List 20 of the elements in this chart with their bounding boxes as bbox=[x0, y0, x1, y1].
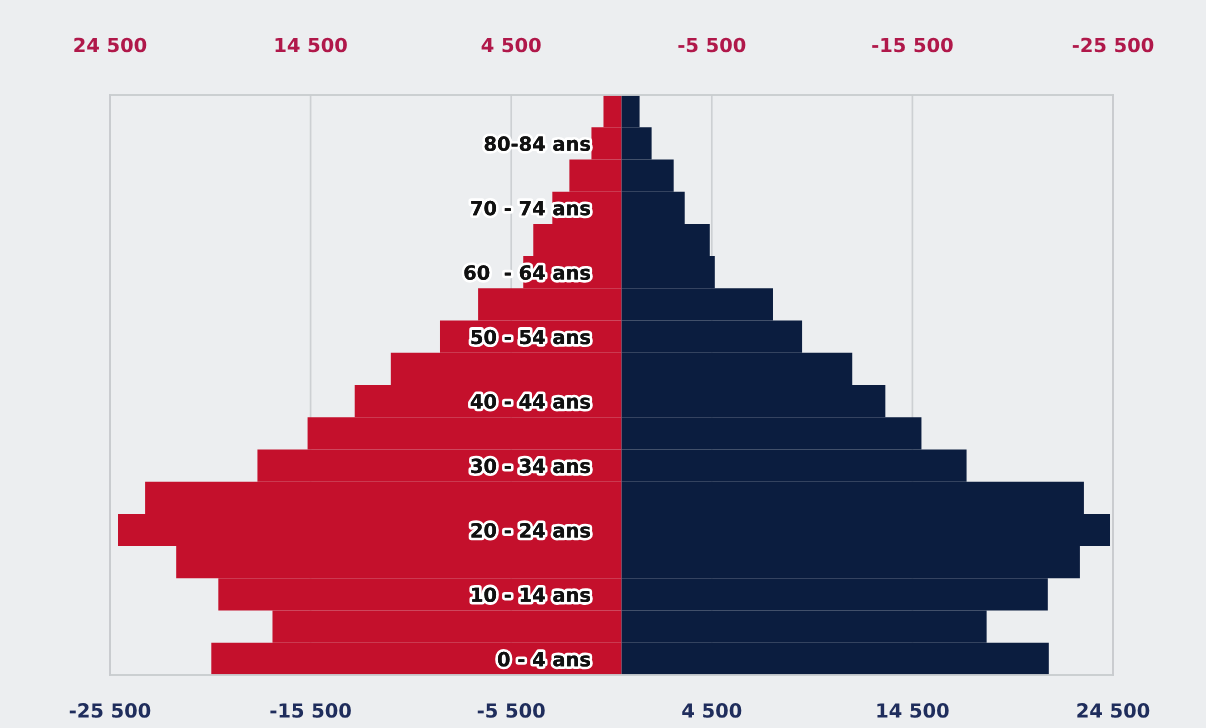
x-tick-label: 24 500 bbox=[1077, 703, 1150, 718]
y-tick-label: 40 - 44 ans bbox=[470, 394, 591, 409]
y-tick-label: 0 - 4 ans bbox=[497, 651, 591, 667]
x-tick-label: -5 500 bbox=[477, 703, 545, 718]
x2-tick-label: 4 500 bbox=[481, 37, 541, 53]
x-tick-label: -15 500 bbox=[270, 703, 351, 718]
x2-tick-label: -15 500 bbox=[872, 37, 953, 53]
y-tick-label: 30 - 34 ans bbox=[471, 458, 591, 474]
x-tick-label: 4 500 bbox=[682, 703, 742, 718]
x2-tick-label: 14 500 bbox=[275, 37, 347, 53]
x-tick-label: -25 500 bbox=[69, 703, 151, 718]
y-tick-label: 10 - 14 ans bbox=[472, 587, 591, 603]
x2-tick-label: -25 500 bbox=[1072, 37, 1154, 53]
x2-tick-label: -5 500 bbox=[678, 37, 746, 53]
x2-tick-label: 24 500 bbox=[74, 37, 147, 53]
x-tick-label: 14 500 bbox=[877, 703, 949, 718]
y-tick-label: 70 - 74 ans bbox=[471, 200, 591, 216]
y-tick-label: 80-84 ans bbox=[484, 136, 591, 151]
y-tick-label: 50 - 54 ans bbox=[471, 329, 591, 345]
y-tick-label: 20 - 24 ans bbox=[471, 522, 591, 538]
